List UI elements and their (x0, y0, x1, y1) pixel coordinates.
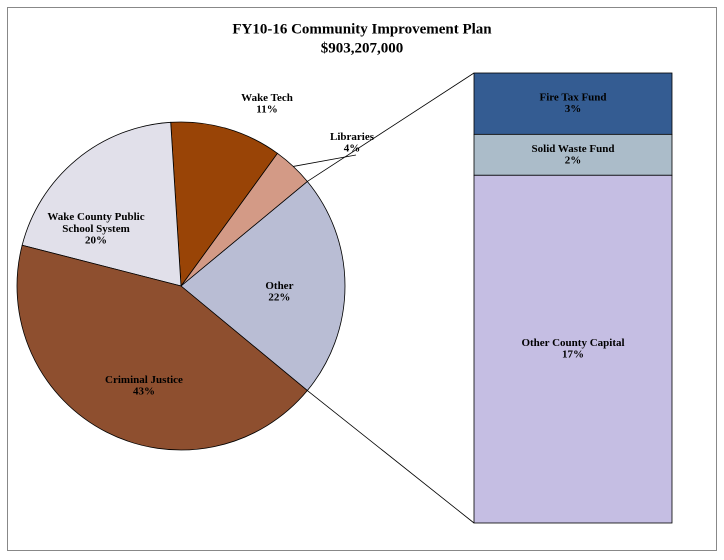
breakdown-bar (473, 72, 673, 135)
slice-value-label: 43% (133, 386, 155, 398)
pie-slice (170, 121, 278, 288)
slice-value-label: 20% (85, 235, 107, 247)
chart-title: FY10-16 Community Improvement Plan (232, 21, 492, 37)
breakdown-label: Fire Tax Fund (539, 91, 606, 103)
connector-line (307, 72, 475, 182)
breakdown-bar (473, 133, 673, 176)
slice-label: Wake Tech (241, 92, 293, 104)
breakdown-value-label: 17% (562, 349, 584, 361)
breakdown-bar (473, 174, 673, 524)
chart-subtitle: $903,207,000 (321, 40, 404, 56)
slice-label: Wake County Public School System (47, 211, 144, 235)
connector-line (307, 390, 475, 524)
pie-slice (21, 121, 182, 287)
slice-label: Other (265, 280, 293, 292)
breakdown-value-label: 2% (565, 154, 582, 166)
slice-value-label: 22% (268, 292, 290, 304)
pie-slice (16, 244, 308, 451)
pie-slice (180, 180, 346, 392)
slice-label: Criminal Justice (105, 374, 183, 386)
breakdown-label: Other County Capital (521, 337, 624, 349)
slice-label: Libraries (330, 131, 375, 143)
slice-value-label: 11% (256, 104, 277, 116)
breakdown-value-label: 3% (565, 103, 582, 115)
breakdown-label: Solid Waste Fund (532, 142, 615, 154)
slice-value-label: 4% (344, 143, 361, 155)
